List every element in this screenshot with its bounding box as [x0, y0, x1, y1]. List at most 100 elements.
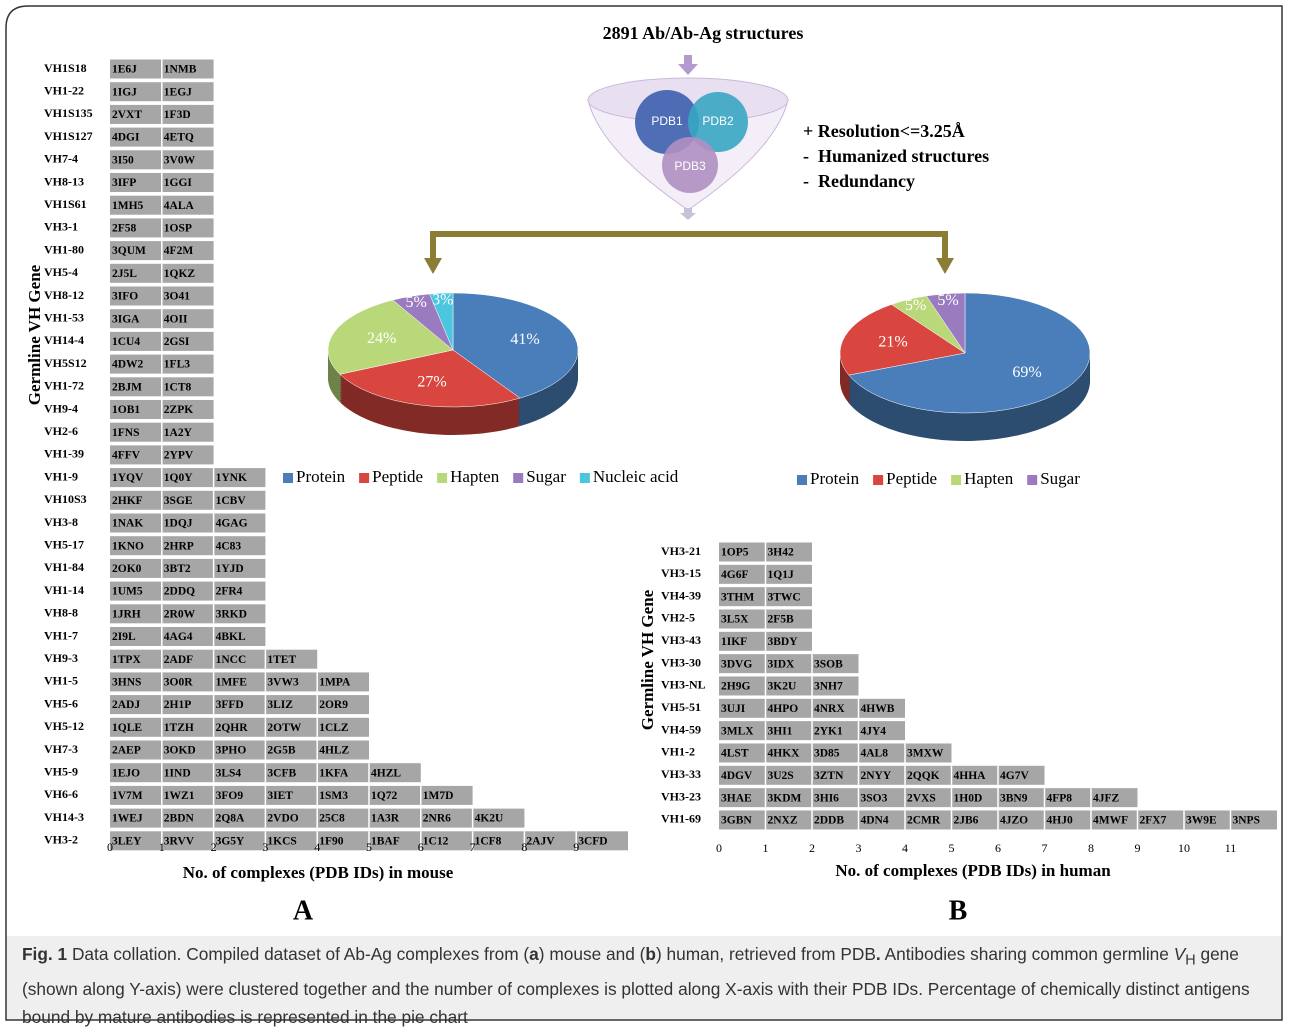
- y-tick-label: VH3-33: [661, 767, 701, 781]
- cell-label: 3LIZ: [267, 699, 293, 711]
- cell-label: 2ADJ: [112, 699, 140, 711]
- y-tick-label: VH7-3: [44, 742, 78, 756]
- cell-label: 1OB1: [112, 404, 140, 416]
- cell-label: 2OTW: [267, 722, 301, 734]
- cell-label: 4JFZ: [1093, 792, 1120, 804]
- value-label: 21%: [878, 334, 907, 351]
- cell-label: 1V7M: [112, 790, 143, 802]
- x-tick-label: 6: [995, 841, 1001, 855]
- cell-label: 3K2U: [768, 681, 797, 693]
- cell-label: 4F2M: [164, 245, 194, 257]
- y-tick-label: VH5-4: [44, 265, 78, 279]
- legend-label: Sugar: [526, 467, 566, 486]
- cell-label: 3RKD: [216, 608, 247, 620]
- caption-text: Data collation. Compiled dataset of Ab-A…: [72, 944, 529, 964]
- cell-label: 1Q1J: [768, 569, 794, 581]
- y-tick-label: VH5-17: [44, 537, 84, 551]
- cell-label: 4DN4: [861, 815, 889, 827]
- cell-label: 3UJI: [721, 703, 746, 715]
- y-tick-label: VH1S127: [44, 129, 93, 143]
- caption-text: H: [1185, 952, 1195, 968]
- value-label: 5%: [937, 292, 958, 309]
- cell-label: 3I50: [112, 154, 134, 166]
- y-tick-label: VH1-69: [661, 812, 701, 826]
- cell-label: 4HLZ: [319, 745, 349, 757]
- caption-text: ) mouse and (: [539, 944, 646, 964]
- cell-label: 4NRX: [814, 703, 845, 715]
- value-label: 5%: [405, 294, 426, 311]
- legend-swatch: [580, 473, 590, 483]
- legend-swatch: [1027, 475, 1037, 485]
- cell-label: 3BDY: [768, 636, 799, 648]
- y-tick-label: VH1-39: [44, 447, 84, 461]
- cell-label: 1QKZ: [164, 268, 196, 280]
- x-tick-label: 11: [1225, 841, 1237, 855]
- caption-text: V: [1174, 944, 1186, 964]
- cell-label: 1OP5: [721, 547, 749, 559]
- cell-label: 3IGA: [112, 313, 140, 325]
- value-label: 41%: [510, 331, 539, 348]
- cell-label: 3VW3: [267, 677, 299, 689]
- cell-label: 3KDM: [768, 792, 802, 804]
- bracket: [433, 234, 945, 262]
- caption-text: ) human, retrieved from PDB: [656, 944, 876, 964]
- filter: - Redundancy: [803, 171, 915, 191]
- y-tick-label: VH1-14: [44, 583, 84, 597]
- x-tick-label: 1: [159, 840, 165, 854]
- x-tick-label: 5: [366, 840, 372, 854]
- cell-label: 4JY4: [861, 725, 887, 737]
- value-label: 5%: [905, 297, 926, 314]
- legend-label: Peptide: [372, 467, 423, 486]
- cell-label: 3ZTN: [814, 770, 844, 782]
- caption-text: b: [645, 944, 656, 964]
- cell-label: 3G5Y: [216, 835, 245, 847]
- panel-label: B: [949, 895, 968, 926]
- cell-label: 2YPV: [164, 450, 194, 462]
- cell-label: 2NXZ: [768, 815, 798, 827]
- cell-label: 2AEP: [112, 745, 141, 757]
- x-tick-label: 3: [856, 841, 862, 855]
- db-label: PDB1: [651, 114, 683, 128]
- cell-label: 1TET: [267, 654, 296, 666]
- cell-label: 3SO3: [861, 792, 888, 804]
- y-tick-label: VH1S18: [44, 61, 87, 75]
- y-axis-label: Germline VH Gene: [638, 589, 657, 730]
- cell-label: 1IKF: [721, 636, 747, 648]
- y-tick-label: VH5-9: [44, 764, 78, 778]
- y-tick-label: VH1-53: [44, 310, 84, 324]
- y-tick-label: VH2-5: [661, 611, 695, 625]
- cell-label: 4K2U: [475, 813, 504, 825]
- cell-label: 3CFB: [267, 767, 296, 779]
- cell-label: 1KCS: [267, 835, 296, 847]
- cell-label: 1FNS: [112, 427, 139, 439]
- legend-swatch: [437, 473, 447, 483]
- cell-label: 4AL8: [861, 748, 889, 760]
- cell-label: 3MXW: [907, 748, 944, 760]
- cell-label: 1F90: [319, 835, 344, 847]
- arrow: [680, 208, 696, 220]
- y-tick-label: VH4-59: [661, 722, 701, 736]
- cell-label: 1JRH: [112, 608, 141, 620]
- cell-label: 1IND: [164, 767, 191, 779]
- cell-label: 3OKD: [164, 745, 196, 757]
- cell-label: 4G6F: [721, 569, 748, 581]
- caption-text: Antibodies sharing common germline: [881, 944, 1174, 964]
- cell-label: 3U2S: [768, 770, 794, 782]
- y-tick-label: VH3-21: [661, 544, 701, 558]
- cell-label: 2Q8A: [216, 813, 245, 825]
- cell-label: 3LS4: [216, 767, 242, 779]
- x-tick-label: 7: [1042, 841, 1048, 855]
- cell-label: 1A3R: [371, 813, 400, 825]
- cell-label: 1KNO: [112, 540, 144, 552]
- cell-label: 2H9G: [721, 681, 750, 693]
- filter: - Humanized structures: [803, 146, 989, 166]
- cell-label: 4ETQ: [164, 132, 194, 144]
- x-tick-label: 2: [211, 840, 217, 854]
- y-tick-label: VH3-15: [661, 566, 701, 580]
- cell-label: 1NMB: [164, 64, 197, 76]
- y-tick-label: VH3-8: [44, 515, 78, 529]
- legend-label: Sugar: [1040, 469, 1080, 488]
- cell-label: 3THM: [721, 591, 754, 603]
- cell-label: 3D85: [814, 748, 840, 760]
- caption-text: a: [529, 944, 539, 964]
